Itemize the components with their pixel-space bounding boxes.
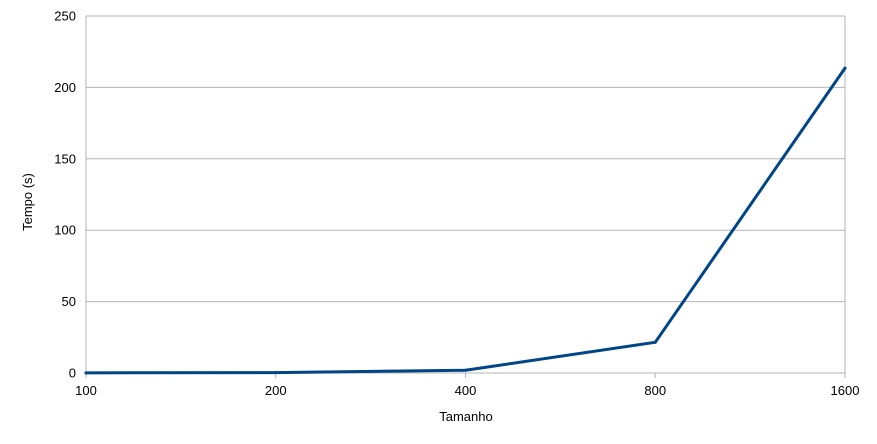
y-tick-label: 0: [69, 366, 76, 381]
series-line: [84, 66, 847, 375]
x-tick-labels: 100 200 400 800 1600: [75, 373, 859, 398]
series-group: [84, 66, 847, 375]
data-point: [843, 66, 847, 70]
x-tick-label: 200: [265, 383, 287, 398]
data-point: [653, 340, 657, 344]
x-axis-title: Tamanho: [439, 409, 492, 424]
y-tick-label: 250: [54, 9, 76, 24]
x-tick-label: 1600: [831, 383, 860, 398]
axes: [85, 16, 846, 373]
x-tick-label: 800: [644, 383, 666, 398]
y-tick-label: 200: [54, 80, 76, 95]
y-axis-title: Tempo (s): [20, 173, 35, 231]
y-tick-labels: 0 50 100 150 200 250: [54, 9, 76, 381]
y-tick-label: 150: [54, 151, 76, 166]
data-point: [84, 371, 88, 375]
y-tick-label: 100: [54, 223, 76, 238]
x-tick-label: 400: [455, 383, 477, 398]
data-point: [274, 371, 278, 375]
data-point: [464, 368, 467, 372]
grid-lines: [86, 15, 845, 374]
x-tick-label: 100: [75, 383, 97, 398]
y-tick-label: 50: [62, 294, 76, 309]
